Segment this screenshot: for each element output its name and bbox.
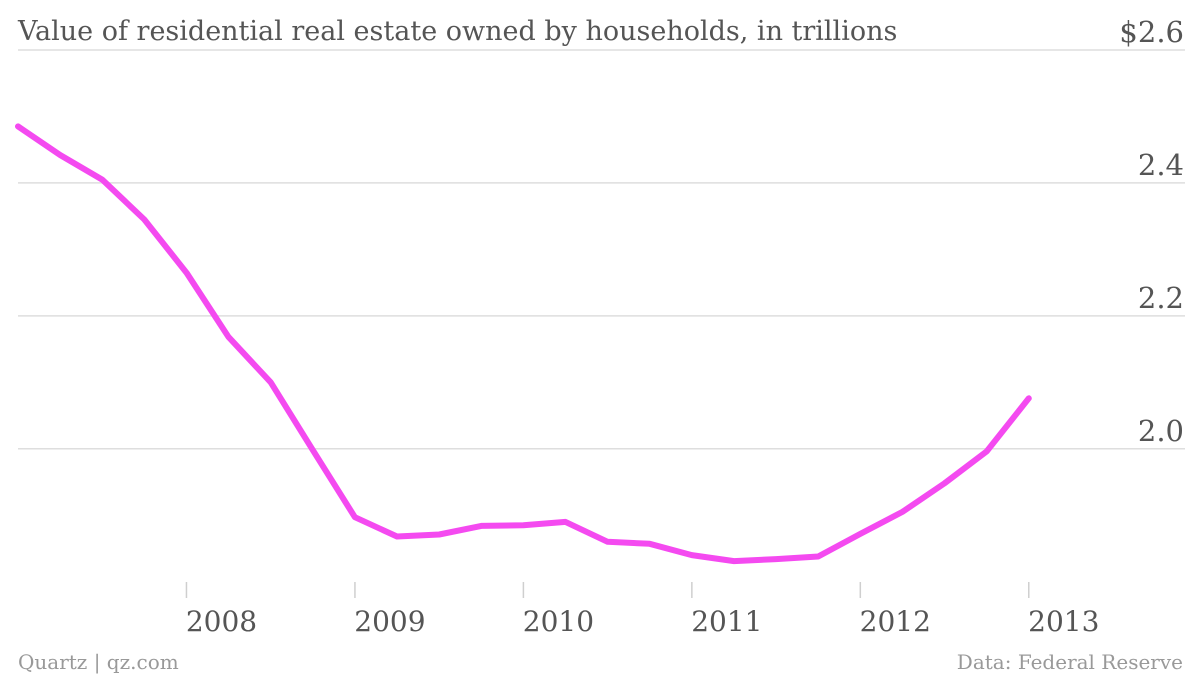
x-tick-label: 2010 bbox=[523, 605, 594, 638]
chart-title: Value of residential real estate owned b… bbox=[17, 16, 897, 47]
y-tick-labels: 2.0 2.2 2.4 $2.6 bbox=[1119, 15, 1184, 448]
credit-text: Quartz | qz.com bbox=[18, 650, 179, 675]
grid-lines bbox=[18, 49, 1185, 450]
x-tick-label: 2012 bbox=[860, 605, 931, 638]
x-tick-label: 2011 bbox=[691, 605, 762, 638]
y-tick-label: 2.4 bbox=[1138, 148, 1184, 182]
series-line bbox=[15, 123, 1032, 565]
x-tick-marks bbox=[185, 582, 1030, 598]
x-tick-label: 2013 bbox=[1028, 605, 1099, 638]
x-tick-label: 2009 bbox=[354, 605, 425, 638]
source-text: Data: Federal Reserve bbox=[957, 650, 1183, 674]
series-group bbox=[15, 123, 1032, 565]
y-tick-label: 2.0 bbox=[1138, 414, 1184, 448]
x-tick-labels: 2008 2009 2010 2011 2012 2013 bbox=[186, 605, 1100, 638]
y-tick-label: $2.6 bbox=[1119, 15, 1184, 49]
y-tick-label: 2.2 bbox=[1138, 281, 1184, 315]
x-tick-label: 2008 bbox=[186, 605, 257, 638]
